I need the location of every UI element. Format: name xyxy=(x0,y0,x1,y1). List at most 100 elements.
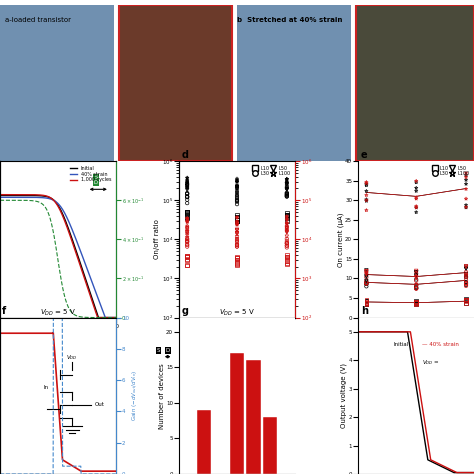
Point xyxy=(363,265,370,273)
Initial xyxy=(96,315,101,320)
Initial xyxy=(48,195,54,201)
Point xyxy=(183,228,191,236)
Text: — 40% strain: — 40% strain xyxy=(422,342,459,347)
Initial xyxy=(9,192,15,198)
Point xyxy=(283,176,291,184)
Point xyxy=(283,260,291,268)
Point xyxy=(183,212,191,220)
Text: a-loaded transistor: a-loaded transistor xyxy=(5,17,71,23)
40% strain xyxy=(76,246,82,251)
Point xyxy=(233,236,241,243)
Point xyxy=(183,252,191,259)
Point xyxy=(233,217,241,224)
Point xyxy=(183,235,191,243)
Point xyxy=(183,179,191,187)
Point xyxy=(233,227,241,235)
Point xyxy=(363,201,370,208)
Point xyxy=(183,222,191,230)
Point xyxy=(183,229,191,237)
Point xyxy=(412,273,420,281)
Point xyxy=(363,202,370,210)
Point xyxy=(233,243,241,250)
Point xyxy=(462,271,470,279)
Point xyxy=(363,270,370,277)
Point xyxy=(412,276,420,283)
40% strain xyxy=(9,194,15,200)
Point xyxy=(183,209,191,217)
Point xyxy=(462,275,470,283)
Point xyxy=(363,296,370,304)
Point xyxy=(412,297,420,304)
40% strain xyxy=(356,329,361,335)
1,000 cycles xyxy=(95,315,100,320)
Point xyxy=(462,299,470,307)
Point xyxy=(283,180,291,188)
Text: D: D xyxy=(165,348,170,353)
1,000 cycles xyxy=(9,192,15,198)
Point xyxy=(462,199,470,206)
Point xyxy=(183,179,191,187)
Point xyxy=(233,180,241,187)
Point xyxy=(462,165,470,173)
Point xyxy=(283,213,291,220)
Point xyxy=(363,202,370,210)
Point xyxy=(283,242,291,249)
40% strain xyxy=(44,195,50,201)
Point xyxy=(183,252,191,259)
Point xyxy=(233,260,241,267)
Point xyxy=(363,283,370,290)
Point xyxy=(183,175,191,182)
Point xyxy=(283,196,291,204)
Point xyxy=(412,276,420,284)
Point xyxy=(412,297,420,305)
Point xyxy=(462,272,470,280)
Point xyxy=(462,276,470,283)
Line: 40% strain: 40% strain xyxy=(358,332,474,473)
Point xyxy=(462,264,470,272)
Point xyxy=(233,232,241,239)
Point xyxy=(412,186,420,194)
Point xyxy=(283,237,291,245)
Point xyxy=(183,195,191,203)
Point xyxy=(183,196,191,203)
Point xyxy=(462,274,470,282)
Point xyxy=(233,199,241,206)
Point xyxy=(363,283,370,291)
Point xyxy=(462,280,470,288)
Point xyxy=(412,192,420,200)
Point xyxy=(233,179,241,186)
Point xyxy=(412,301,420,309)
Point xyxy=(183,244,191,251)
FancyBboxPatch shape xyxy=(118,5,232,161)
Point xyxy=(183,179,191,187)
Text: S
D: S D xyxy=(94,174,98,185)
Point xyxy=(412,197,420,204)
Point xyxy=(363,300,370,308)
Title: $V_{DD}$ = 5 V: $V_{DD}$ = 5 V xyxy=(219,307,255,318)
Point xyxy=(363,276,370,283)
Bar xyxy=(263,417,277,474)
Point xyxy=(233,182,241,190)
Point xyxy=(283,217,291,224)
Bar xyxy=(197,410,211,474)
Point xyxy=(412,297,420,305)
Point xyxy=(412,276,420,284)
Point xyxy=(183,210,191,218)
Point xyxy=(462,201,470,209)
Point xyxy=(283,226,291,233)
Legend: Initial, 40% strain, 1,000 cycles: Initial, 40% strain, 1,000 cycles xyxy=(68,164,113,184)
Initial xyxy=(448,468,454,474)
Point xyxy=(283,180,291,187)
Point xyxy=(233,215,241,223)
Point xyxy=(462,197,470,204)
Point xyxy=(283,199,291,206)
Point xyxy=(412,298,420,305)
Y-axis label: Number of devices: Number of devices xyxy=(159,363,164,428)
Point xyxy=(283,239,291,246)
Point xyxy=(363,282,370,289)
Point xyxy=(462,272,470,280)
Point xyxy=(412,193,420,201)
Point xyxy=(283,223,291,231)
Point xyxy=(233,255,241,262)
Point xyxy=(412,301,420,308)
